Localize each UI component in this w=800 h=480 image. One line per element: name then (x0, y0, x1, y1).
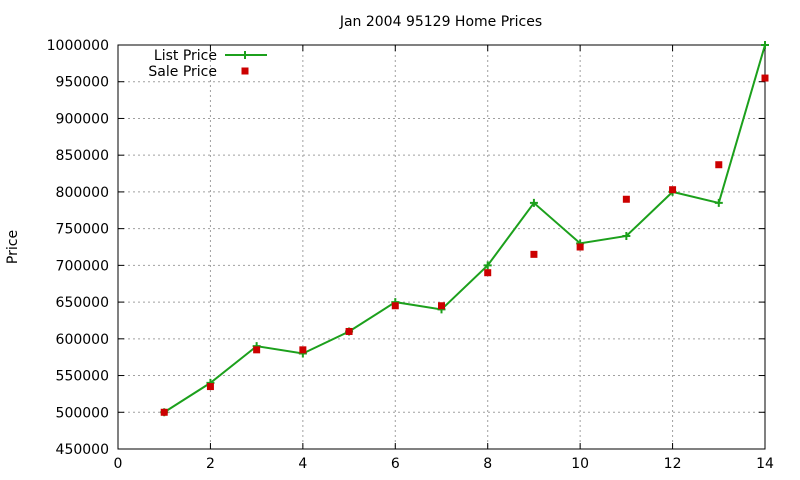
sale-price-point (438, 302, 445, 310)
plot-frame (117, 44, 766, 450)
x-tick-label: 8 (483, 456, 492, 472)
x-tick-label: 14 (756, 456, 774, 472)
y-tick-label: 850000 (56, 148, 109, 164)
list-price-point (529, 198, 538, 207)
chart-title: Jan 2004 95129 Home Prices (339, 14, 542, 30)
list-price-point (483, 261, 492, 270)
y-tick-label: 600000 (56, 332, 109, 348)
legend: List Price Sale Price (148, 48, 267, 80)
sale-price-point (160, 408, 168, 416)
y-tick-label: 500000 (56, 405, 109, 421)
y-tick-label: 900000 (56, 111, 109, 127)
sale-price-point (345, 327, 353, 335)
series-1 (160, 74, 769, 416)
sale-price-point (622, 195, 630, 203)
y-tick-label: 450000 (56, 442, 109, 458)
sale-price-point (761, 74, 769, 82)
list-price-line (163, 44, 766, 414)
sale-price-point (206, 383, 214, 391)
sale-price-point (530, 250, 538, 258)
x-tick-label: 6 (391, 456, 400, 472)
legend-label-list-price: List Price (154, 48, 217, 64)
axis-ticks: 450000 500000 550000 600000 650000 700000 7500… (47, 38, 774, 472)
sale-price-point (484, 269, 492, 277)
x-tick-label: 0 (114, 456, 123, 472)
y-axis-label: Price (5, 230, 21, 264)
legend-marker-list-price (241, 51, 249, 59)
list-price-point (622, 231, 631, 240)
x-tick-label: 2 (206, 456, 215, 472)
sale-price-point (576, 243, 584, 251)
y-tick-label: 750000 (56, 222, 109, 238)
list-price-point (761, 41, 769, 49)
sale-price-point (669, 186, 677, 194)
x-tick-label: 4 (298, 456, 307, 472)
y-tick-label: 700000 (56, 258, 109, 274)
sale-price-point (715, 161, 723, 169)
grid (118, 45, 765, 449)
x-tick-label: 12 (664, 456, 682, 472)
y-tick-label: 800000 (56, 185, 109, 201)
series (160, 41, 769, 417)
sale-price-point (253, 346, 261, 354)
x-tick-label: 10 (571, 456, 589, 472)
y-tick-label: 650000 (56, 295, 109, 311)
legend-label-sale-price: Sale Price (148, 64, 217, 80)
sale-price-point (299, 346, 307, 354)
legend-marker-sale-price (241, 67, 249, 75)
sale-price-point (391, 302, 399, 310)
y-tick-label: 1000000 (47, 38, 109, 54)
list-price-point (714, 198, 723, 207)
y-tick-label: 950000 (56, 75, 109, 91)
y-tick-label: 550000 (56, 369, 109, 385)
